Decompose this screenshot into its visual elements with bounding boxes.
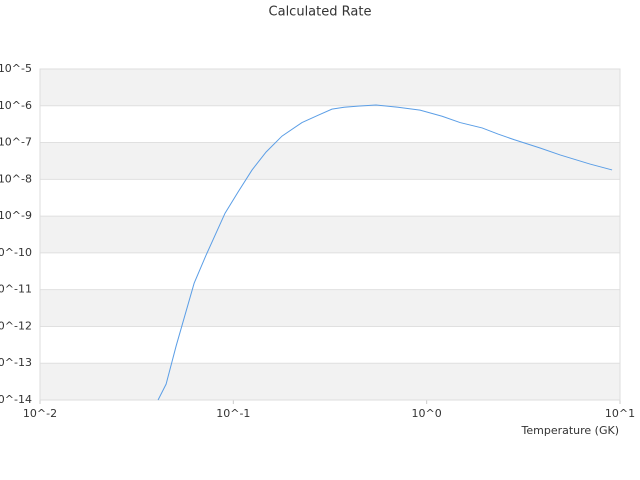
line (157, 104, 613, 401)
y-tick-label: 10^-6 (0, 99, 32, 112)
y-tick-label: 10^-8 (0, 172, 32, 185)
y-tick-label: 10^-11 (0, 283, 32, 296)
grid-band (40, 69, 620, 106)
x-tick-label: 10^-1 (216, 407, 250, 420)
grid-band (40, 142, 620, 180)
y-tick-label: 10^-13 (0, 356, 32, 369)
grid-band (40, 363, 620, 400)
grid-band (40, 216, 620, 253)
y-tick-label: 10^-14 (0, 393, 32, 406)
y-tick-label: 10^-5 (0, 62, 32, 75)
x-tick-label: 10^-2 (23, 407, 57, 420)
plot-border (39, 68, 621, 401)
chart-title: Calculated Rate (269, 5, 372, 20)
y-tick-label: 10^-7 (0, 136, 32, 149)
y-tick-label: 10^-10 (0, 246, 32, 259)
y-tick-label: 10^-9 (0, 209, 32, 222)
x-tick-label: 10^1 (605, 407, 635, 420)
y-tick-label: 10^-12 (0, 319, 32, 332)
x-tick-label: 10^0 (412, 407, 442, 420)
grid-band (40, 289, 620, 327)
x-axis-label: Temperature (GK) (521, 424, 620, 437)
